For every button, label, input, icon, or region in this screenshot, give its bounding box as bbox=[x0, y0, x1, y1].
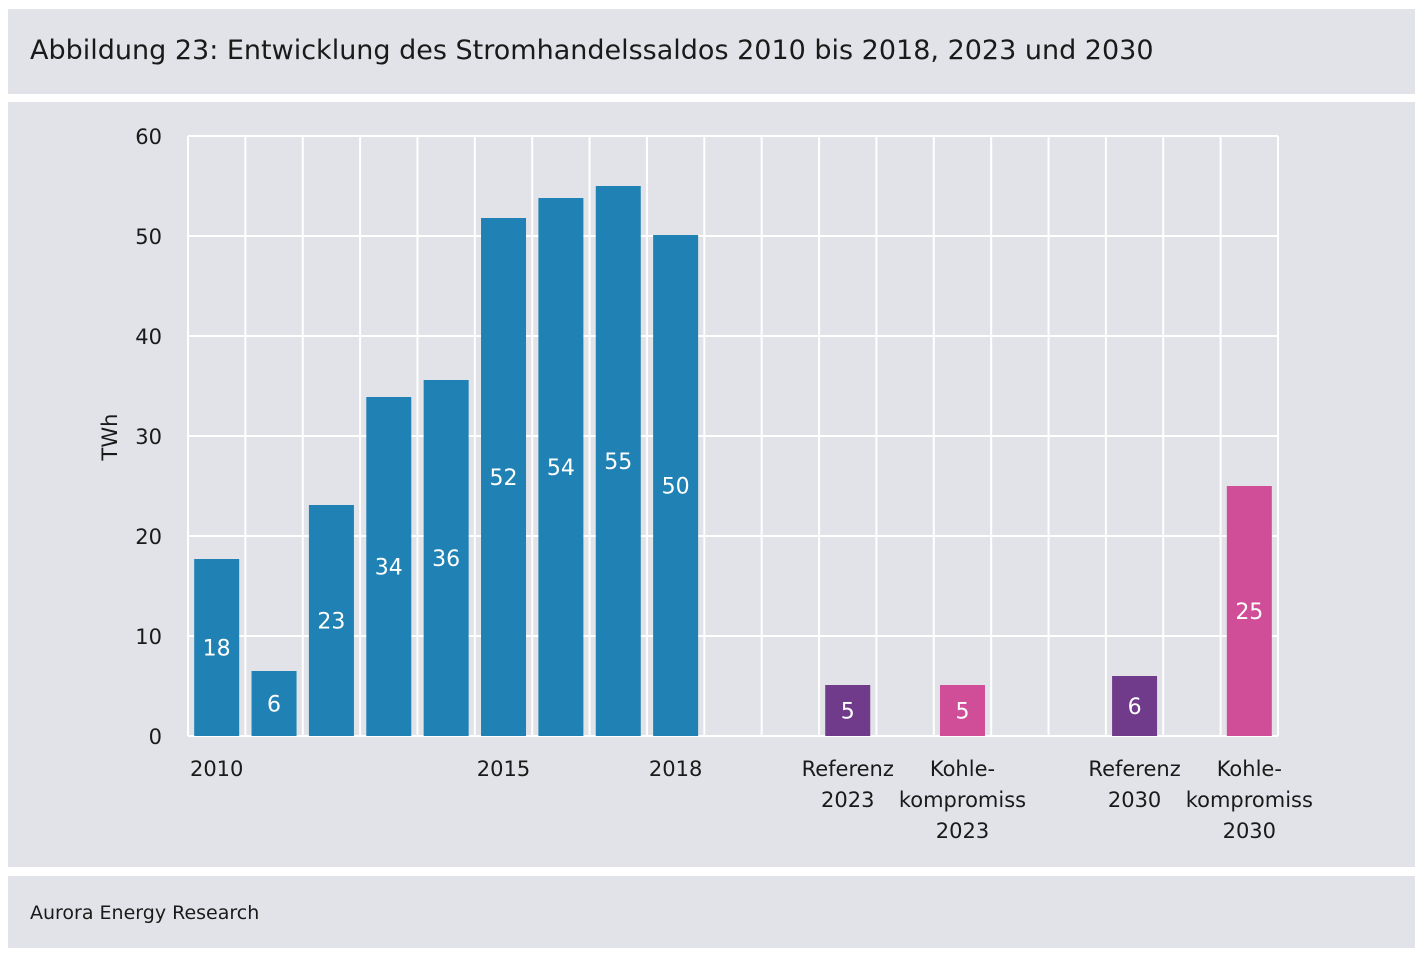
y-tick-label: 50 bbox=[135, 225, 162, 249]
bar-data-label: 5 bbox=[841, 700, 855, 725]
y-tick-label: 40 bbox=[135, 325, 162, 349]
bar bbox=[481, 218, 527, 736]
bar bbox=[595, 186, 641, 736]
x-tick-label: 2018 bbox=[649, 757, 702, 781]
chart-title: Abbildung 23: Entwicklung des Stromhande… bbox=[30, 35, 1154, 66]
title-panel: Abbildung 23: Entwicklung des Stromhande… bbox=[8, 9, 1415, 94]
bar bbox=[194, 559, 240, 736]
bar-data-label: 23 bbox=[317, 610, 345, 635]
x-tick-label: Referenz bbox=[802, 757, 894, 781]
bar-data-label: 34 bbox=[375, 556, 403, 581]
bar bbox=[538, 198, 584, 736]
bar bbox=[939, 685, 985, 736]
bar-data-label: 5 bbox=[955, 700, 969, 725]
bar bbox=[308, 505, 354, 736]
x-tick-label: 2015 bbox=[477, 757, 530, 781]
bar-data-label: 6 bbox=[1128, 695, 1142, 720]
y-axis-label: TWh bbox=[98, 414, 122, 462]
y-tick-label: 30 bbox=[135, 425, 162, 449]
bar-data-label: 54 bbox=[547, 456, 575, 481]
bar bbox=[653, 235, 699, 736]
bar-data-label: 55 bbox=[604, 450, 632, 475]
y-tick-label: 60 bbox=[135, 125, 162, 149]
bar bbox=[423, 380, 469, 736]
x-tick-label: kompromiss bbox=[1186, 788, 1313, 812]
x-tick-label: 2023 bbox=[821, 788, 874, 812]
bar-data-label: 18 bbox=[203, 637, 231, 662]
x-tick-label: 2023 bbox=[936, 819, 989, 843]
bar bbox=[825, 685, 871, 736]
y-tick-label: 0 bbox=[149, 725, 162, 749]
y-tick-label: 10 bbox=[135, 625, 162, 649]
x-tick-label: Kohle- bbox=[930, 757, 995, 781]
bar-data-label: 52 bbox=[490, 466, 518, 491]
bar bbox=[366, 397, 412, 736]
bar bbox=[251, 671, 297, 736]
x-tick-label: Kohle- bbox=[1217, 757, 1282, 781]
x-tick-label: 2030 bbox=[1223, 819, 1276, 843]
bar-data-label: 50 bbox=[662, 475, 690, 500]
bar-data-label: 36 bbox=[432, 547, 460, 572]
x-tick-label: 2010 bbox=[190, 757, 243, 781]
footer-panel: Aurora Energy Research bbox=[8, 876, 1415, 948]
source-text: Aurora Energy Research bbox=[30, 902, 260, 924]
bar-data-label: 25 bbox=[1235, 600, 1263, 625]
x-tick-label: Referenz bbox=[1088, 757, 1180, 781]
x-tick-label: 2030 bbox=[1108, 788, 1161, 812]
bar bbox=[1112, 676, 1158, 736]
x-tick-label: kompromiss bbox=[899, 788, 1026, 812]
bar-data-label: 6 bbox=[267, 693, 281, 718]
chart-panel bbox=[8, 102, 1415, 867]
y-tick-label: 20 bbox=[135, 525, 162, 549]
bar bbox=[1226, 486, 1272, 736]
